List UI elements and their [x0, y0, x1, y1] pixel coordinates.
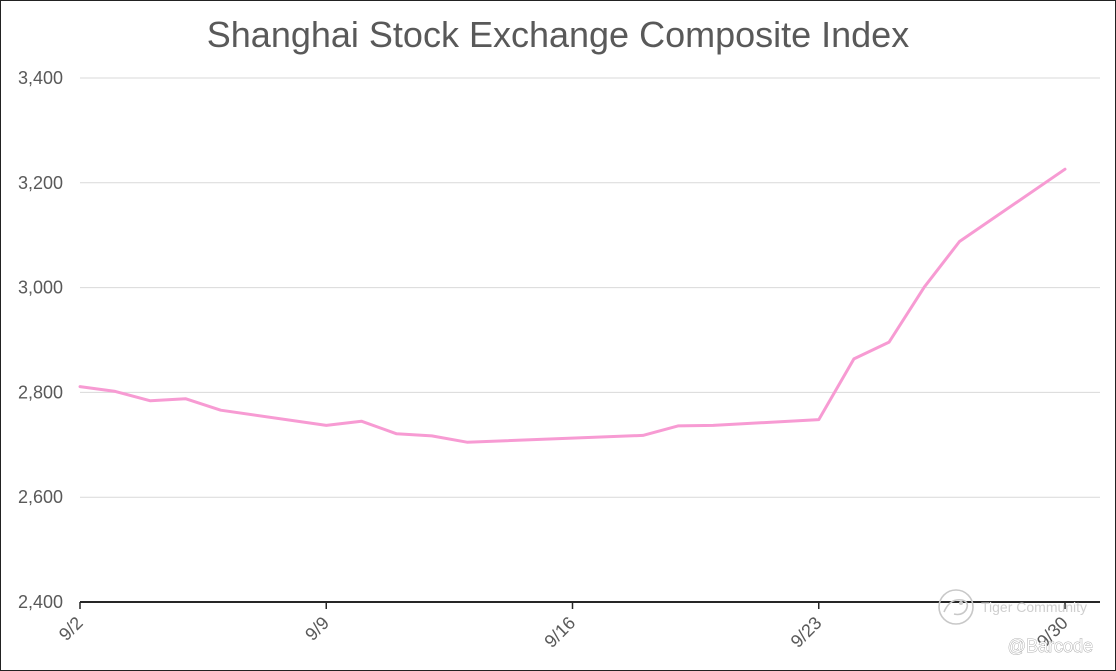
- y-tick-label: 2,600: [18, 487, 63, 507]
- grid-layer: [80, 77, 1100, 498]
- data-point: [78, 385, 82, 388]
- y-tick-label: 3,000: [18, 278, 63, 298]
- data-point: [465, 440, 469, 444]
- watermark-brand: Tiger Community: [981, 599, 1087, 615]
- data-point: [852, 357, 856, 361]
- x-tick-label: 9/16: [540, 613, 579, 652]
- y-tick-label: 2,400: [18, 592, 63, 612]
- x-tick-label: 9/9: [301, 613, 333, 645]
- data-point: [641, 434, 645, 437]
- series-layer: [78, 167, 1067, 444]
- tiger-logo-icon: [938, 589, 974, 625]
- y-tick-label: 3,400: [18, 68, 63, 88]
- data-point: [184, 397, 187, 400]
- x-tick-label: 9/23: [787, 613, 826, 652]
- data-point: [817, 418, 820, 421]
- data-point: [958, 240, 961, 243]
- data-point: [113, 390, 117, 393]
- watermark: Tiger Community @Barcode: [938, 589, 1093, 656]
- axis-layer: 2,400 2,600 2,800 3,000 3,200 3,400 9/2 9/9 9/16…: [18, 68, 1100, 652]
- data-point: [219, 409, 222, 412]
- chart-title: Shanghai Stock Exchange Composite Index: [207, 14, 909, 55]
- data-point: [325, 424, 328, 427]
- data-point: [360, 420, 363, 423]
- y-tick-label: 2,800: [18, 382, 63, 402]
- x-tick-label: 9/2: [55, 613, 87, 645]
- data-point: [395, 432, 398, 435]
- y-tick-label: 3,200: [18, 173, 63, 193]
- watermark-handle: @Barcode: [1008, 636, 1093, 656]
- data-point: [712, 424, 715, 427]
- data-point: [676, 424, 680, 428]
- data-point: [1063, 167, 1067, 171]
- data-point: [923, 285, 926, 289]
- series-line: [78, 167, 1067, 444]
- data-point: [887, 340, 891, 344]
- data-point: [430, 434, 433, 438]
- data-point: [149, 399, 152, 402]
